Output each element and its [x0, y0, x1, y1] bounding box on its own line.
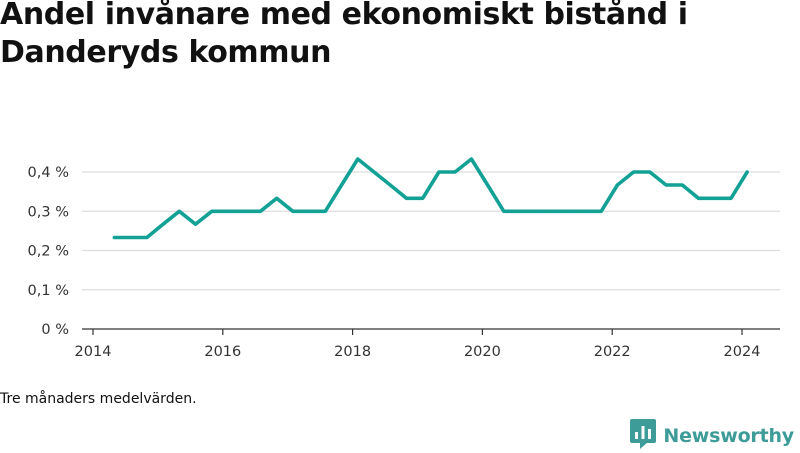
footnote: Tre månaders medelvärden. — [0, 391, 197, 407]
data-point — [161, 223, 165, 226]
data-point — [226, 210, 230, 213]
data-point — [551, 210, 554, 213]
data-point — [713, 197, 716, 200]
data-point — [389, 183, 392, 187]
data-point — [145, 236, 149, 239]
data-point — [259, 210, 262, 213]
y-axis-labels: 0 % 0,1 % 0,2 % 0,3 % 0,4 % — [28, 165, 69, 338]
data-point — [405, 197, 408, 200]
data-point — [243, 210, 246, 213]
line-chart: 2014 2016 2018 2020 2022 2024 0 % 0,1 % 0,2 % 0,… — [28, 157, 780, 360]
data-point — [745, 170, 749, 174]
data-point — [340, 183, 343, 187]
y-tick-label: 0 % — [41, 322, 69, 338]
data-point — [356, 157, 359, 161]
data-point — [535, 210, 538, 213]
data-point — [681, 183, 684, 187]
x-axis: 2014 2016 2018 2020 2022 2024 — [75, 328, 780, 360]
data-point — [567, 210, 570, 213]
data-point — [583, 210, 587, 213]
data-point — [291, 210, 295, 213]
data-point — [210, 210, 213, 213]
data-point — [697, 197, 700, 200]
data-point — [324, 210, 327, 213]
y-tick-label: 0,2 % — [28, 244, 69, 260]
data-point — [437, 170, 441, 174]
data-point — [486, 183, 489, 187]
series-layer — [112, 157, 750, 240]
x-tick-label: 2020 — [464, 344, 501, 360]
data-point — [664, 183, 668, 187]
brand-name: Newsworthy — [663, 425, 794, 447]
bar-chart-speech-bubble-icon — [630, 419, 657, 453]
data-point — [648, 170, 652, 174]
data-point — [470, 157, 473, 161]
data-point — [616, 183, 619, 187]
data-point — [453, 170, 457, 174]
data-point — [518, 210, 522, 213]
series-line — [112, 157, 750, 240]
x-tick-label: 2024 — [724, 344, 761, 360]
data-point — [421, 197, 424, 200]
x-tick-label: 2014 — [75, 344, 112, 360]
data-point — [194, 223, 197, 226]
y-tick-label: 0,1 % — [28, 283, 69, 299]
data-point — [113, 236, 116, 239]
data-point — [502, 210, 506, 213]
data-point — [178, 210, 181, 213]
data-point — [275, 197, 278, 200]
y-tick-label: 0,4 % — [28, 165, 69, 181]
x-tick-label: 2018 — [334, 344, 371, 360]
data-point — [632, 170, 635, 174]
grid-lines — [82, 171, 780, 291]
x-tick-label: 2016 — [204, 344, 241, 360]
chart-title: Andel invånare med ekonomiskt bistånd i … — [0, 0, 688, 70]
data-point — [307, 210, 311, 213]
data-point — [129, 236, 132, 239]
data-point — [729, 197, 733, 200]
data-point — [599, 210, 603, 213]
data-point — [372, 170, 376, 174]
y-tick-label: 0,3 % — [28, 204, 69, 220]
x-tick-label: 2022 — [594, 344, 631, 360]
brand-logo[interactable]: Newsworthy — [630, 419, 794, 453]
